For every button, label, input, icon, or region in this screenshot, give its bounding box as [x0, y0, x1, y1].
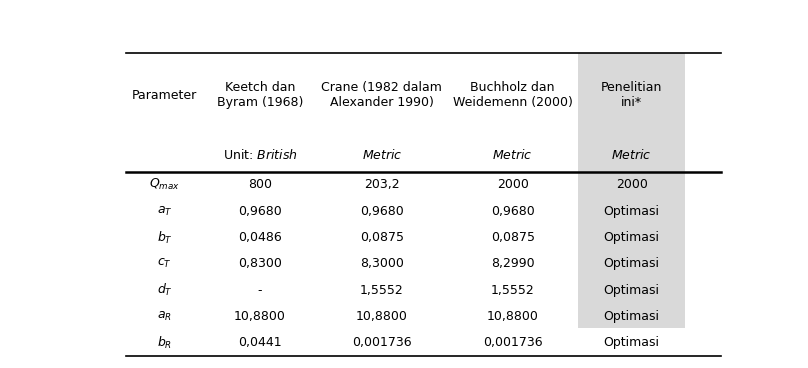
- Bar: [579, 198, 685, 224]
- Bar: [579, 277, 685, 304]
- Text: 1,5552: 1,5552: [490, 284, 535, 297]
- Bar: [579, 172, 685, 198]
- Text: 0,9680: 0,9680: [238, 205, 282, 218]
- Text: $d_T$: $d_T$: [157, 282, 173, 298]
- Text: 0,001736: 0,001736: [352, 336, 411, 350]
- Text: 10,8800: 10,8800: [234, 310, 286, 323]
- Text: 2000: 2000: [616, 178, 648, 191]
- Text: Optimasi: Optimasi: [604, 336, 659, 350]
- Text: 8,2990: 8,2990: [491, 257, 535, 270]
- Text: Unit: $\it{British}$: Unit: $\it{British}$: [222, 148, 297, 162]
- Text: $b_R$: $b_R$: [157, 335, 172, 351]
- Text: Optimasi: Optimasi: [604, 284, 659, 297]
- Text: 0,0441: 0,0441: [238, 336, 282, 350]
- Bar: [579, 53, 685, 172]
- Text: 0,9680: 0,9680: [360, 205, 404, 218]
- Text: 0,0486: 0,0486: [238, 231, 282, 244]
- Text: $Q_{max}$: $Q_{max}$: [149, 177, 180, 192]
- Text: Buchholz dan
Weidemenn (2000): Buchholz dan Weidemenn (2000): [452, 81, 573, 109]
- Text: 800: 800: [248, 178, 272, 191]
- Text: $b_T$: $b_T$: [157, 230, 173, 245]
- Text: $a_R$: $a_R$: [158, 310, 172, 323]
- Bar: [579, 330, 685, 356]
- Text: 0,8300: 0,8300: [238, 257, 282, 270]
- Bar: [579, 304, 685, 330]
- Text: Optimasi: Optimasi: [604, 231, 659, 244]
- Text: $c_T$: $c_T$: [158, 257, 172, 270]
- Text: 10,8800: 10,8800: [356, 310, 408, 323]
- Text: 0,0875: 0,0875: [490, 231, 535, 244]
- Text: 0,0875: 0,0875: [360, 231, 404, 244]
- Text: 203,2: 203,2: [364, 178, 400, 191]
- Text: Optimasi: Optimasi: [604, 205, 659, 218]
- Text: $\it{Metric}$: $\it{Metric}$: [492, 148, 533, 162]
- Bar: [579, 224, 685, 251]
- Text: Crane (1982 dalam
Alexander 1990): Crane (1982 dalam Alexander 1990): [322, 81, 442, 109]
- Text: $\it{Metric}$: $\it{Metric}$: [361, 148, 402, 162]
- Text: Penelitian
ini*: Penelitian ini*: [601, 81, 663, 109]
- Text: 10,8800: 10,8800: [486, 310, 539, 323]
- Text: 0,9680: 0,9680: [490, 205, 535, 218]
- Text: $\it{Metric}$: $\it{Metric}$: [612, 148, 652, 162]
- Text: 1,5552: 1,5552: [360, 284, 404, 297]
- Text: 0,001736: 0,001736: [483, 336, 542, 350]
- Text: -: -: [258, 284, 262, 297]
- Text: Keetch dan
Byram (1968): Keetch dan Byram (1968): [217, 81, 303, 109]
- Bar: [579, 251, 685, 277]
- Text: Optimasi: Optimasi: [604, 257, 659, 270]
- Text: Parameter: Parameter: [132, 89, 197, 102]
- Text: Optimasi: Optimasi: [604, 310, 659, 323]
- Text: 2000: 2000: [497, 178, 528, 191]
- Text: 8,3000: 8,3000: [360, 257, 404, 270]
- Text: $a_T$: $a_T$: [157, 205, 172, 218]
